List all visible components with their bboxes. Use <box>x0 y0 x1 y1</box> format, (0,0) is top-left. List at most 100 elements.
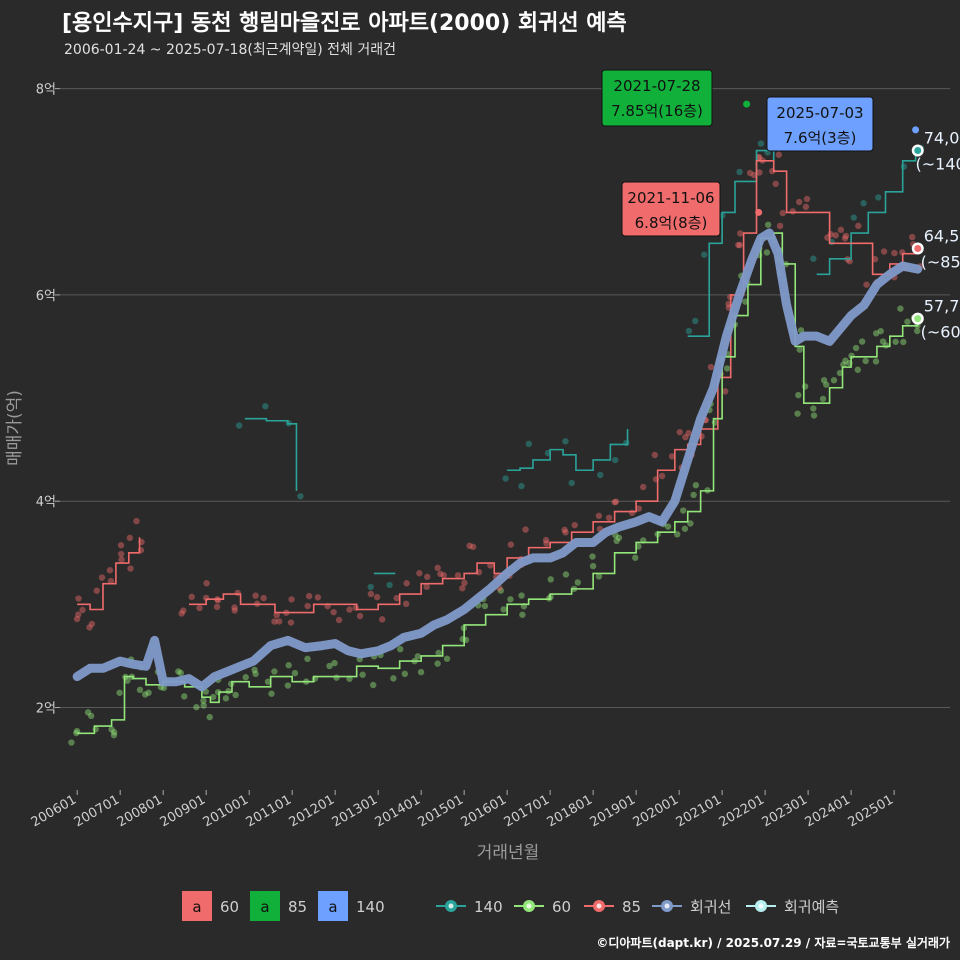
series-85-scatter-point <box>356 612 364 620</box>
series-140-scatter-point <box>685 327 693 335</box>
series-85-scatter-point <box>605 514 613 522</box>
series-140-scatter-point <box>235 422 243 429</box>
series-85-scatter-point <box>416 570 423 577</box>
series-85-scatter-point <box>746 169 754 177</box>
series-60-scatter-point <box>397 645 404 653</box>
series-60-scatter-point <box>723 365 731 372</box>
series-85-scatter-point <box>393 594 400 602</box>
series-85-scatter-point <box>98 574 106 581</box>
legend-key-box <box>318 891 348 921</box>
series-60-scatter-point <box>110 729 118 736</box>
series-60-scatter-point <box>206 713 213 721</box>
series-85-scatter-point <box>231 607 238 614</box>
legend-line-dot-center <box>526 903 532 909</box>
series-85-scatter-point <box>213 603 221 611</box>
endpoint-area-label: (~85㎡) <box>921 253 960 272</box>
series-60-scatter-point <box>879 338 887 345</box>
series-85-scatter-point <box>440 572 447 579</box>
series-85-scatter-point <box>288 596 295 603</box>
series-60-scatter-point <box>819 395 827 403</box>
series-60-scatter-point <box>304 655 311 663</box>
series-85-scatter-point <box>73 615 81 623</box>
series-60-scatter-point <box>854 366 861 373</box>
series-85-scatter-point <box>832 232 839 239</box>
series-60-scatter-point <box>897 305 904 312</box>
series-60-scatter-point <box>796 346 803 353</box>
series-60-scatter-point <box>872 358 880 365</box>
series-60-scatter-point <box>232 691 239 699</box>
annotation-box <box>766 96 874 152</box>
series-85-scatter-point <box>842 232 850 240</box>
annotation-value: 7.6억(3층) <box>784 129 857 147</box>
series-85-scatter-point <box>707 363 715 371</box>
y-tick-label: 6억 <box>36 289 56 304</box>
series-85-scatter-point <box>287 619 295 626</box>
series-85-scatter-point <box>346 606 353 613</box>
legend-line-dot-center <box>664 903 670 909</box>
series-85-scatter-point <box>304 602 311 610</box>
series-85-scatter-point <box>855 222 862 230</box>
series-60-scatter-point <box>291 669 299 677</box>
series-60-scatter-point <box>904 318 911 325</box>
series-60-scatter-point <box>830 377 838 384</box>
annotation-box <box>601 69 713 127</box>
series-60-scatter-point <box>589 553 596 560</box>
series-60-scatter-point <box>200 697 207 704</box>
series-85-scatter-point <box>133 517 140 525</box>
series-60-scatter-point <box>500 606 507 613</box>
series-85-scatter-point <box>273 611 280 619</box>
series-60-scatter-point <box>892 338 899 345</box>
series-60-scatter-point <box>435 649 442 657</box>
series-60-scatter-point <box>518 592 525 599</box>
series-60-scatter-point <box>414 653 422 660</box>
series-85-scatter-point <box>755 154 763 161</box>
series-85-scatter-point <box>863 281 870 288</box>
series-60-scatter-point <box>913 327 921 335</box>
caption: ©디아파트(dapt.kr) / 2025.07.29 / 자료=국토교통부 실… <box>596 935 950 950</box>
series-60-scatter-point <box>68 739 75 746</box>
endpoint-price-label: 74,000 <box>924 129 960 148</box>
legend-line-label: 60 <box>552 898 571 916</box>
series-85-scatter-point <box>635 505 642 512</box>
series-85-scatter-point <box>775 151 783 158</box>
series-85-scatter-point <box>276 618 283 625</box>
series-85-scatter-point <box>231 604 238 611</box>
series-60-scatter-point <box>251 666 258 674</box>
legend-line-dot-center <box>448 903 454 909</box>
legend-line-label: 회귀선 <box>690 898 731 916</box>
series-60-scatter-point <box>681 525 689 532</box>
series-85-scatter-point <box>543 540 550 547</box>
annotation-point <box>743 100 751 108</box>
x-axis-title: 거래년월 <box>477 843 540 863</box>
chart-title: [용인수지구] 동천 행림마을진로 아파트(2000) 회귀선 예측 <box>62 11 627 36</box>
series-60-scatter-point <box>810 412 818 419</box>
series-140-scatter-point <box>701 251 708 258</box>
series-85-scatter-point <box>314 594 322 601</box>
series-60-scatter-point <box>690 491 697 499</box>
series-140-scatter-point <box>502 475 509 482</box>
series-85-scatter-point <box>466 542 473 550</box>
series-60-scatter-point <box>285 662 292 669</box>
legend-line-label: 140 <box>474 898 503 916</box>
series-60-scatter-point <box>795 391 802 399</box>
series-85-scatter-point <box>750 171 758 179</box>
series-60-scatter-point <box>801 383 809 390</box>
series-85-scatter-point <box>612 498 620 505</box>
endpoint-marker-inner <box>914 245 922 252</box>
annotation-box <box>621 181 721 237</box>
y-tick-label: 8억 <box>36 83 56 98</box>
series-85-scatter-point <box>561 526 568 534</box>
series-140-scatter-point <box>518 482 525 490</box>
series-85-scatter-point <box>367 590 375 598</box>
series-60-scatter-point <box>268 690 275 697</box>
series-60-scatter-point <box>264 678 272 685</box>
series-85-scatter-point <box>571 521 578 529</box>
series-60-scatter-point <box>547 576 554 583</box>
endpoint-price-label: 64,500 <box>924 227 960 246</box>
series-85-scatter-point <box>776 222 784 230</box>
series-85-scatter-point <box>214 596 222 604</box>
legend-line-label: 85 <box>622 898 641 916</box>
series-60-scatter-point <box>326 662 333 670</box>
series-85-scatter-point <box>789 208 796 215</box>
